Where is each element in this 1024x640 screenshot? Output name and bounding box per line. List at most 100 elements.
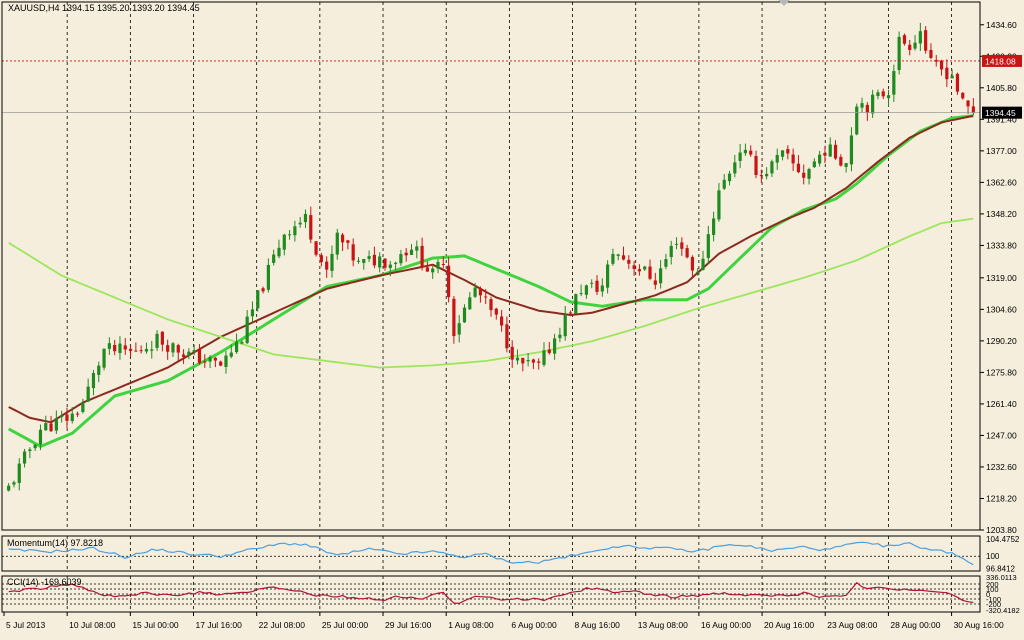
panel-frame xyxy=(1,1,981,531)
candle-bull xyxy=(590,282,594,284)
candle-bear xyxy=(537,361,541,363)
x-tick-label: 20 Aug 16:00 xyxy=(764,620,814,630)
candle-bull xyxy=(293,226,297,236)
y-tick-label: 1319.00 xyxy=(986,273,1017,283)
price-level-tag xyxy=(982,54,1022,67)
candle-bull xyxy=(860,103,864,108)
candle-bull xyxy=(886,95,891,99)
candle-bull xyxy=(807,169,811,179)
candle-bull xyxy=(436,261,440,269)
candle-bear xyxy=(446,265,451,298)
candle-bull xyxy=(844,163,848,167)
candle-bull xyxy=(378,256,382,268)
candle-bull xyxy=(240,341,244,344)
candle-bear xyxy=(484,296,488,298)
candle-bull xyxy=(738,152,742,161)
momentum-y-label: 96.8412 xyxy=(986,565,1015,574)
candle-bear xyxy=(833,144,838,159)
candle-bear xyxy=(939,60,944,70)
candle-bull xyxy=(664,259,668,267)
candle-bull xyxy=(457,323,461,335)
candle-bear xyxy=(505,324,509,349)
candle-bull xyxy=(330,253,334,271)
candle-bear xyxy=(319,255,323,263)
candle-bull xyxy=(54,417,58,431)
candle-bear xyxy=(802,172,806,178)
candle-bear xyxy=(160,331,164,345)
candle-bear xyxy=(934,60,938,62)
candle-bull xyxy=(144,348,149,352)
candle-bull xyxy=(611,253,615,264)
candle-bull xyxy=(913,42,917,49)
candle-bull xyxy=(722,179,726,189)
cci-line xyxy=(8,581,974,605)
candle-bear xyxy=(791,154,795,164)
candle-bear xyxy=(531,359,536,363)
candle-bull xyxy=(669,245,673,258)
candle-bear xyxy=(510,346,514,360)
candle-bull xyxy=(266,264,270,290)
candle-bull xyxy=(399,254,403,264)
candle-bear xyxy=(865,104,869,113)
candle-bull xyxy=(60,416,64,418)
candle-bull xyxy=(393,262,398,264)
y-tick-label: 1261.40 xyxy=(986,399,1017,409)
y-tick-label: 1434.60 xyxy=(986,20,1017,30)
candle-bull xyxy=(282,234,286,250)
candle-bull xyxy=(277,247,281,257)
candle-bull xyxy=(22,451,27,464)
candle-bear xyxy=(521,357,525,364)
candle-bear xyxy=(489,299,493,311)
sub-window-lines xyxy=(8,541,974,605)
candle-bear xyxy=(754,155,758,175)
candle-bear xyxy=(309,215,313,240)
candle-bull xyxy=(563,314,567,337)
candle-bear xyxy=(685,248,689,258)
candle-bear xyxy=(796,163,801,173)
candle-bull xyxy=(616,254,620,256)
candle-bull xyxy=(558,334,562,339)
candle-bull xyxy=(855,106,859,135)
candle-bull xyxy=(150,349,154,351)
candle-bear xyxy=(971,106,975,113)
candle-bear xyxy=(203,361,207,363)
candle-bull xyxy=(918,31,922,44)
y-tick-label: 1377.00 xyxy=(986,146,1017,156)
x-tick-label: 15 Jul 00:00 xyxy=(132,620,179,630)
cci-y-label: -200 xyxy=(986,600,1001,609)
candle-bull xyxy=(717,190,721,220)
momentum-y-label: 104.4752 xyxy=(986,535,1020,544)
candle-bear xyxy=(372,254,376,266)
x-tick-label: 1 Aug 08:00 xyxy=(448,620,494,630)
current-price-tag xyxy=(982,106,1022,119)
candle-bear xyxy=(929,49,933,58)
x-tick-label: 8 Aug 16:00 xyxy=(575,620,621,630)
candle-bull xyxy=(674,243,679,245)
candle-bear xyxy=(452,298,456,337)
cci-y-label: 336.0113 xyxy=(986,573,1017,582)
y-tick-label: 1203.80 xyxy=(986,525,1017,535)
y-tick-label: 1348.20 xyxy=(986,209,1017,219)
moving-averages xyxy=(7,114,974,448)
candle-bear xyxy=(123,345,127,350)
candle-bull xyxy=(818,154,822,164)
candle-bear xyxy=(181,354,186,357)
candle-bull xyxy=(584,285,589,295)
candle-bull xyxy=(696,271,700,273)
candle-bull xyxy=(298,222,302,225)
candle-bull xyxy=(33,444,37,449)
candle-bear xyxy=(881,91,885,97)
chart-shift-marker-icon[interactable] xyxy=(778,0,790,6)
momentum-title: Momentum(14) 97.8218 xyxy=(7,538,103,548)
momentum-line xyxy=(8,541,974,566)
candle-bull xyxy=(526,360,530,362)
candle-bear xyxy=(955,73,960,92)
candle-bear xyxy=(478,288,482,296)
candle-bull xyxy=(367,256,371,259)
moving-average-mid xyxy=(8,114,974,424)
candle-bear xyxy=(786,149,790,154)
y-tick-label: 1290.20 xyxy=(986,336,1017,346)
